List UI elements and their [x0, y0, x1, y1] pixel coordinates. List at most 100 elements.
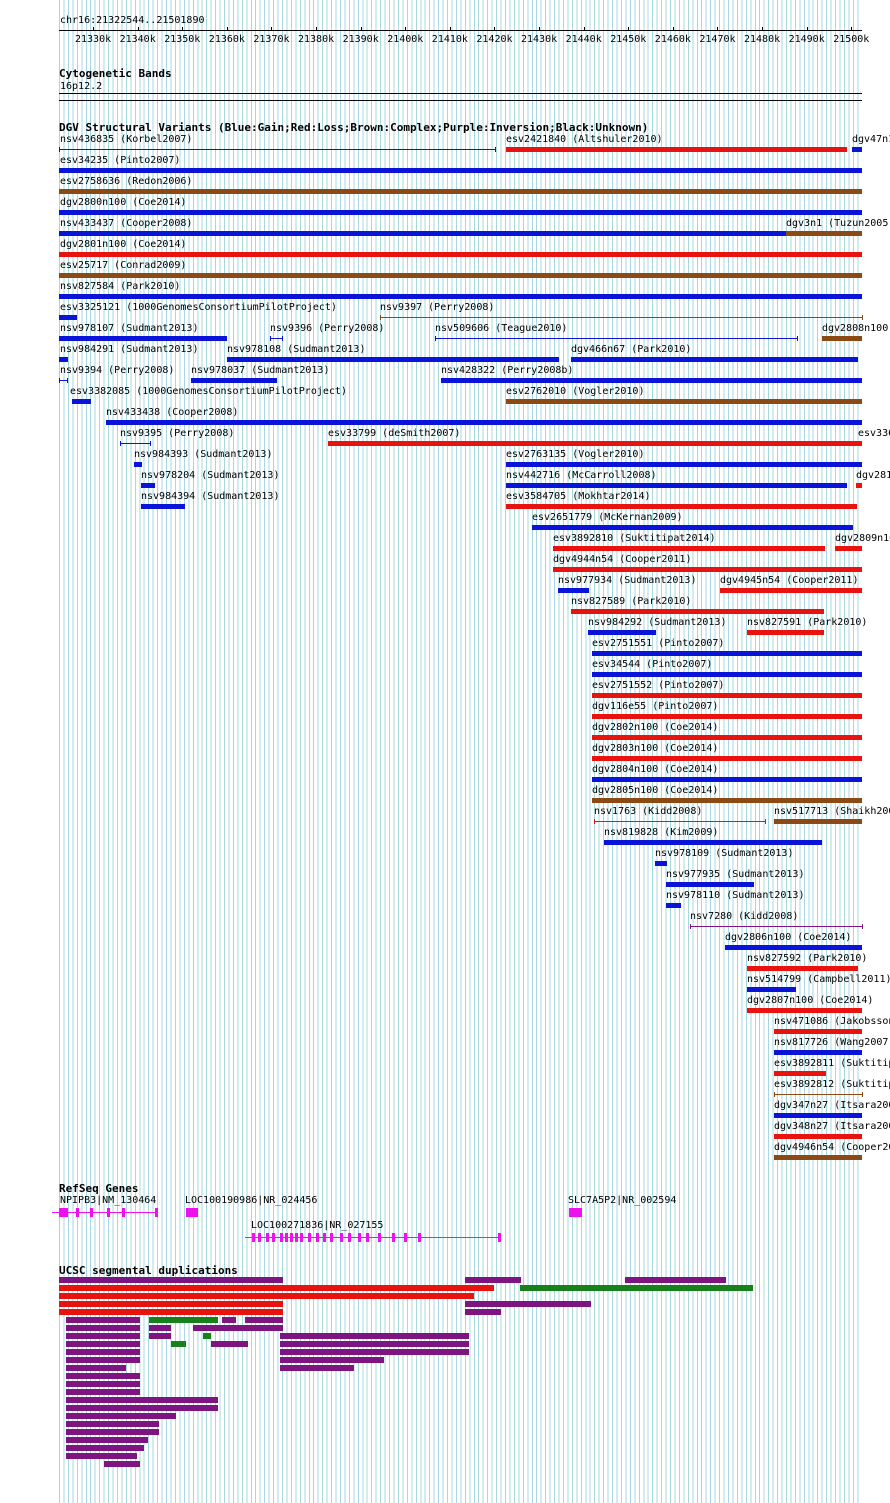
gene-exon[interactable] [122, 1208, 125, 1217]
segdup-block[interactable] [66, 1325, 140, 1331]
gene-exon[interactable] [308, 1233, 311, 1242]
segdup-block[interactable] [66, 1317, 140, 1323]
gene-exon[interactable] [316, 1233, 319, 1242]
segdup-block[interactable] [66, 1373, 140, 1379]
variant-bar[interactable] [59, 315, 77, 320]
variant-bar[interactable] [747, 630, 824, 635]
variant-bar[interactable] [774, 1134, 862, 1139]
variant-label[interactable]: nsv978108 (Sudmant2013) [227, 344, 366, 355]
variant-bar[interactable] [774, 819, 862, 824]
variant-label[interactable]: esv2763135 (Vogler2010) [506, 449, 645, 460]
variant-label[interactable]: dgv281 [856, 470, 890, 481]
variant-bar[interactable] [592, 651, 862, 656]
variant-label[interactable]: esv2651779 (McKernan2009) [532, 512, 683, 523]
variant-label[interactable]: dgv348n27 (Itsara200 [774, 1121, 890, 1132]
variant-bar[interactable] [774, 1050, 862, 1055]
variant-bar[interactable] [227, 357, 559, 362]
variant-bar[interactable] [725, 945, 862, 950]
segdup-block[interactable] [280, 1357, 384, 1363]
segdup-block[interactable] [465, 1277, 521, 1283]
segdup-block[interactable] [66, 1365, 126, 1371]
segdup-block[interactable] [280, 1333, 469, 1339]
variant-label[interactable]: nsv978037 (Sudmant2013) [191, 365, 330, 376]
variant-label[interactable]: nsv978110 (Sudmant2013) [666, 890, 805, 901]
variant-label[interactable]: nsv9396 (Perry2008) [270, 323, 385, 334]
variant-bar[interactable] [72, 399, 91, 404]
variant-label[interactable]: esv2762010 (Vogler2010) [506, 386, 645, 397]
variant-label[interactable]: dgv4944n54 (Cooper2011) [553, 554, 692, 565]
variant-label[interactable]: esv25717 (Conrad2009) [60, 260, 187, 271]
variant-line[interactable] [270, 338, 282, 339]
variant-label[interactable]: nsv433437 (Cooper2008) [60, 218, 193, 229]
variant-label[interactable]: nsv433438 (Cooper2008) [106, 407, 239, 418]
variant-label[interactable]: dgv4946n54 (Cooper20 [774, 1142, 890, 1153]
variant-label[interactable]: esv3892812 (Suktitip [774, 1079, 890, 1090]
segdup-block[interactable] [59, 1301, 283, 1307]
variant-bar[interactable] [774, 1113, 862, 1118]
refseq-track-title[interactable]: RefSeq Genes [59, 1182, 139, 1195]
variant-label[interactable]: dgv2804n100 (Coe2014) [592, 764, 719, 775]
variant-bar[interactable] [141, 504, 185, 509]
variant-bar[interactable] [592, 756, 862, 761]
segdup-block[interactable] [59, 1285, 494, 1291]
segdup-block[interactable] [222, 1317, 236, 1323]
gene-exon[interactable] [290, 1233, 293, 1242]
gene-exon[interactable] [272, 1233, 275, 1242]
segdup-block[interactable] [280, 1349, 469, 1355]
variant-bar[interactable] [666, 903, 681, 908]
variant-bar[interactable] [506, 399, 862, 404]
gene-intron-line[interactable] [245, 1237, 501, 1238]
variant-label[interactable]: esv3382085 (1000GenomesConsortiumPilotPr… [70, 386, 347, 397]
segdup-block[interactable] [66, 1333, 140, 1339]
variant-label[interactable]: nsv819828 (Kim2009) [604, 827, 719, 838]
variant-label[interactable]: esv3892810 (Suktitipat2014) [553, 533, 716, 544]
variant-bar[interactable] [506, 462, 862, 467]
variant-label[interactable]: nsv984394 (Sudmant2013) [141, 491, 280, 502]
gene-exon[interactable] [280, 1233, 283, 1242]
variant-bar[interactable] [506, 504, 857, 509]
variant-bar[interactable] [666, 882, 754, 887]
variant-bar[interactable] [532, 525, 853, 530]
variant-label[interactable]: esv2751551 (Pinto2007) [592, 638, 725, 649]
variant-label[interactable]: nsv428322 (Perry2008b) [441, 365, 574, 376]
variant-label[interactable]: nsv827589 (Park2010) [571, 596, 692, 607]
variant-label[interactable]: nsv984291 (Sudmant2013) [60, 344, 199, 355]
segdup-block[interactable] [66, 1389, 140, 1395]
variant-bar[interactable] [59, 168, 862, 173]
variant-label[interactable]: esv3892811 (Suktitip [774, 1058, 890, 1069]
variant-label[interactable]: nsv977934 (Sudmant2013) [558, 575, 697, 586]
variant-label[interactable]: nsv977935 (Sudmant2013) [666, 869, 805, 880]
variant-label[interactable]: esv33799 (deSmith2007) [328, 428, 461, 439]
variant-bar[interactable] [592, 735, 862, 740]
variant-label[interactable]: nsv517713 (Shaikh200 [774, 806, 890, 817]
variant-label[interactable]: nsv7280 (Kidd2008) [690, 911, 799, 922]
variant-label[interactable]: nsv978109 (Sudmant2013) [655, 848, 794, 859]
gene-label[interactable]: NPIPB3|NM_130464 [60, 1195, 157, 1206]
variant-label[interactable]: esv3325121 (1000GenomesConsortiumPilotPr… [60, 302, 337, 313]
segdup-block[interactable] [465, 1301, 591, 1307]
variant-line[interactable] [380, 317, 862, 318]
variant-bar[interactable] [774, 1155, 862, 1160]
dgv-track-title[interactable]: DGV Structural Variants (Blue:Gain;Red:L… [59, 121, 649, 134]
segdup-block[interactable] [59, 1309, 283, 1315]
segdup-block[interactable] [171, 1341, 186, 1347]
variant-bar[interactable] [774, 1071, 826, 1076]
variant-bar[interactable] [441, 378, 862, 383]
variant-label[interactable]: dgv2806n100 (Coe2014) [725, 932, 852, 943]
gene-exon[interactable] [340, 1233, 343, 1242]
variant-label[interactable]: dgv2803n100 (Coe2014) [592, 743, 719, 754]
variant-bar[interactable] [553, 546, 825, 551]
variant-label[interactable]: dgv116e55 (Pinto2007) [592, 701, 719, 712]
variant-bar[interactable] [59, 189, 862, 194]
variant-bar[interactable] [592, 693, 862, 698]
segdup-block[interactable] [66, 1413, 176, 1419]
variant-bar[interactable] [774, 1029, 862, 1034]
segdup-block[interactable] [66, 1341, 140, 1347]
segdup-block[interactable] [245, 1317, 283, 1323]
segdup-block[interactable] [149, 1333, 171, 1339]
gene-exon[interactable] [300, 1233, 303, 1242]
segdup-block[interactable] [66, 1453, 137, 1459]
variant-bar[interactable] [747, 987, 796, 992]
variant-label[interactable]: nsv827591 (Park2010) [747, 617, 868, 628]
gene-exon[interactable] [266, 1233, 269, 1242]
